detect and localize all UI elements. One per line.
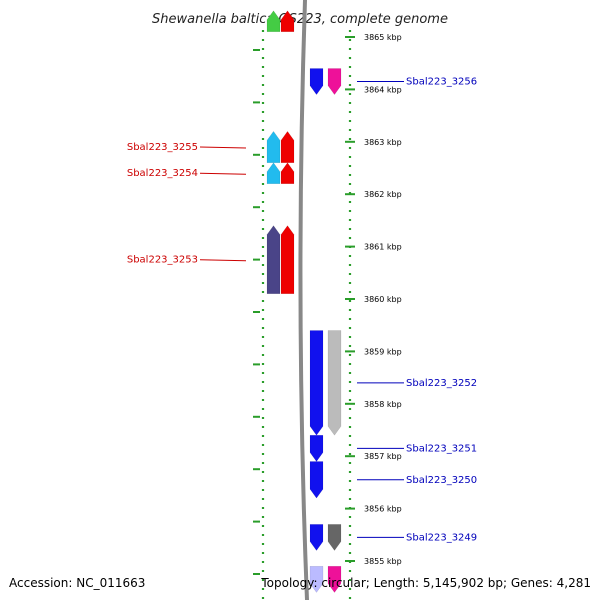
left-gene-arrow [280,130,295,164]
scale-tick-label: 3864 kbp [364,85,402,94]
right-gene-arrow [327,330,342,436]
right-gene-arrow [309,434,324,462]
right-gene-arrow [309,461,324,499]
left-gene-arrow [280,10,295,33]
left-gene-leader-line [199,146,247,149]
right-gene-label: Sbal223_3250 [406,475,477,486]
gene-labels: Sbal223_3255 Sbal223_3254 Sbal223_3253 Sbal… [127,77,477,544]
genome-backbone [298,0,309,600]
right-gene-arrow [309,524,324,551]
genome-title: Shewanella baltica OS223, complete genom… [152,12,448,27]
genome-summary-text: Topology: circular; Length: 5,145,902 bp… [260,576,591,590]
scale-tick-label: 3865 kbp [364,33,402,42]
scale-tick-label: 3857 kbp [364,452,402,461]
scale-tick-label: 3858 kbp [364,400,402,409]
scale-ticks: 3865 kbp 3864 kbp 3863 kbp 3862 kbp 3861 kbp… [253,33,402,575]
right-gene-arrow [309,565,324,593]
right-gene-arrow [309,330,324,436]
right-gene-label: Sbal223_3249 [406,532,477,543]
scale-tick-label: 3862 kbp [364,190,402,199]
right-gene-arrow [327,68,342,96]
scale-tick-label: 3855 kbp [364,557,402,566]
left-gene-leader-line [199,172,247,175]
right-gene-arrow [327,524,342,551]
left-gene-label: Sbal223_3253 [127,255,198,266]
gene-features [266,0,342,600]
scale-tick-label: 3863 kbp [364,138,402,147]
left-gene-arrow [266,162,281,184]
left-gene-arrow [266,225,281,295]
left-gene-arrow [280,162,295,184]
scale-tick-label: 3860 kbp [364,295,402,304]
scale-tick-label: 3859 kbp [364,347,402,356]
left-gene-label: Sbal223_3254 [127,168,198,179]
scale-tick-label: 3856 kbp [364,505,402,514]
right-gene-label: Sbal223_3251 [406,443,477,454]
left-gene-arrow [266,10,281,33]
right-gene-label: Sbal223_3256 [406,77,477,88]
scale-tick-label: 3861 kbp [364,243,402,252]
left-gene-arrow [280,225,295,295]
left-gene-label: Sbal223_3255 [127,142,198,153]
left-gene-leader-line [199,259,247,262]
accession-text: Accession: NC_011663 [9,576,145,590]
right-gene-arrow [327,565,342,593]
left-gene-arrow [266,130,281,164]
guide-lines [261,30,352,600]
right-gene-arrow [309,68,324,96]
right-gene-label: Sbal223_3252 [406,378,477,389]
